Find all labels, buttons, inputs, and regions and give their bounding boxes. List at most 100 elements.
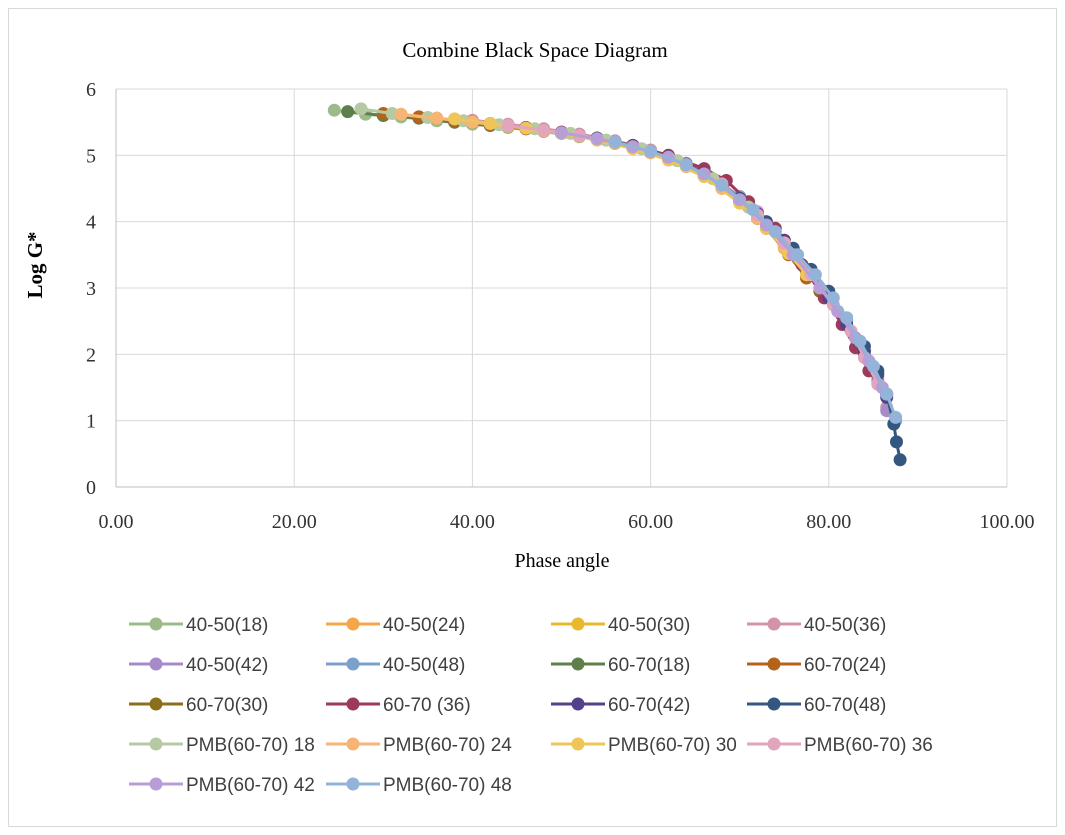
- legend-entry: PMB(60-70) 18: [129, 735, 315, 756]
- legend-marker: [149, 737, 163, 751]
- data-point: [893, 453, 907, 467]
- series-9: [430, 111, 827, 298]
- legend-marker: [571, 697, 585, 711]
- data-point: [501, 119, 515, 132]
- legend-entry: 60-70 (36): [326, 695, 471, 716]
- legend-entry: 60-70(18): [551, 655, 690, 676]
- x-tick-label: 20.00: [272, 511, 317, 533]
- axes: [115, 89, 1007, 488]
- legend-marker: [346, 617, 360, 631]
- x-axis-label: Phase angle: [515, 550, 610, 572]
- data-point: [679, 158, 693, 172]
- legend-entry: PMB(60-70) 42: [129, 775, 315, 796]
- legend-marker: [571, 657, 585, 671]
- legend-label: 60-70(18): [608, 655, 690, 676]
- legend-label: 40-50(42): [186, 655, 268, 676]
- data-point: [394, 107, 408, 121]
- series-layer: [327, 102, 907, 467]
- legend-marker: [767, 737, 781, 751]
- legend-label: 40-50(30): [608, 615, 690, 636]
- series-16: [501, 119, 885, 391]
- data-point: [866, 359, 880, 373]
- legend-marker: [571, 737, 585, 751]
- legend-entry: PMB(60-70) 48: [326, 775, 512, 796]
- legend-marker: [149, 777, 163, 791]
- y-tick-label: 1: [86, 411, 96, 433]
- data-point: [840, 311, 854, 325]
- series-line: [543, 128, 889, 398]
- legend-marker: [346, 737, 360, 751]
- chart-frame: Combine Black Space Diagram 0 1 2 3 4 5 6 0.00 2…: [8, 8, 1057, 827]
- legend-entry: PMB(60-70) 24: [326, 735, 512, 756]
- data-point: [590, 132, 604, 146]
- legend-marker: [149, 697, 163, 711]
- legend: 40-50(18) 40-50(24) 40-50(30) 40-50(36) 40-5…: [129, 615, 933, 796]
- series-6: [572, 128, 903, 428]
- data-point: [341, 105, 355, 119]
- x-tick-label: 80.00: [806, 511, 851, 533]
- y-tick-label: 3: [86, 278, 96, 300]
- series-3: [412, 110, 791, 255]
- legend-label: PMB(60-70) 24: [383, 735, 512, 756]
- legend-label: 60-70 (36): [383, 695, 471, 716]
- legend-entry: 40-50(18): [129, 615, 268, 636]
- legend-label: PMB(60-70) 42: [186, 775, 315, 796]
- legend-entry: 40-50(30): [551, 615, 690, 636]
- legend-marker: [571, 617, 585, 631]
- legend-label: 60-70(30): [186, 695, 268, 716]
- data-point: [853, 334, 867, 348]
- legend-label: 60-70(24): [804, 655, 886, 676]
- x-tick-label: 60.00: [628, 511, 673, 533]
- data-point: [889, 410, 903, 424]
- data-point: [826, 291, 840, 305]
- y-tick-label: 4: [86, 212, 96, 234]
- legend-entry: 60-70(48): [747, 695, 886, 716]
- x-tick-label: 0.00: [99, 511, 134, 533]
- legend-marker: [149, 617, 163, 631]
- legend-entry: 40-50(24): [326, 615, 465, 636]
- x-tick-label: 40.00: [450, 511, 495, 533]
- x-tick-label: 100.00: [980, 511, 1035, 533]
- series-18: [608, 135, 903, 424]
- legend-marker: [346, 777, 360, 791]
- y-axis-label: Log G*: [23, 231, 47, 298]
- series-line: [596, 136, 902, 461]
- data-point: [768, 225, 782, 239]
- data-point: [890, 435, 903, 449]
- legend-label: 40-50(18): [186, 615, 268, 636]
- data-point: [555, 126, 568, 140]
- chart-title: Combine Black Space Diagram: [402, 38, 667, 62]
- grid-lines: [116, 88, 1008, 487]
- y-tick-label: 0: [86, 477, 96, 499]
- legend-entry: 60-70(42): [551, 695, 690, 716]
- legend-entry: PMB(60-70) 30: [551, 735, 737, 756]
- y-tick-label: 5: [86, 145, 96, 167]
- data-point: [808, 268, 822, 282]
- legend-entry: PMB(60-70) 36: [747, 735, 933, 756]
- data-point: [746, 203, 760, 217]
- legend-label: 40-50(48): [383, 655, 465, 676]
- y-tick-label: 6: [86, 79, 96, 101]
- data-point: [430, 111, 444, 125]
- legend-marker: [149, 657, 163, 671]
- data-point: [448, 112, 462, 126]
- data-point: [644, 144, 658, 158]
- legend-marker: [346, 657, 360, 671]
- series-1: [327, 103, 764, 225]
- legend-entry: 40-50(42): [129, 655, 268, 676]
- data-point: [354, 102, 368, 116]
- data-point: [327, 103, 341, 117]
- legend-label: 60-70(42): [608, 695, 690, 716]
- legend-label: PMB(60-70) 48: [383, 775, 512, 796]
- legend-label: PMB(60-70) 30: [608, 735, 737, 756]
- legend-label: PMB(60-70) 18: [186, 735, 315, 756]
- series-line: [561, 131, 884, 389]
- legend-marker: [346, 697, 360, 711]
- legend-label: 60-70(48): [804, 695, 886, 716]
- y-tick-label: 2: [86, 344, 96, 366]
- series-line: [614, 140, 898, 418]
- legend-entry: 60-70(24): [747, 655, 886, 676]
- data-point: [483, 117, 497, 130]
- legend-marker: [767, 657, 781, 671]
